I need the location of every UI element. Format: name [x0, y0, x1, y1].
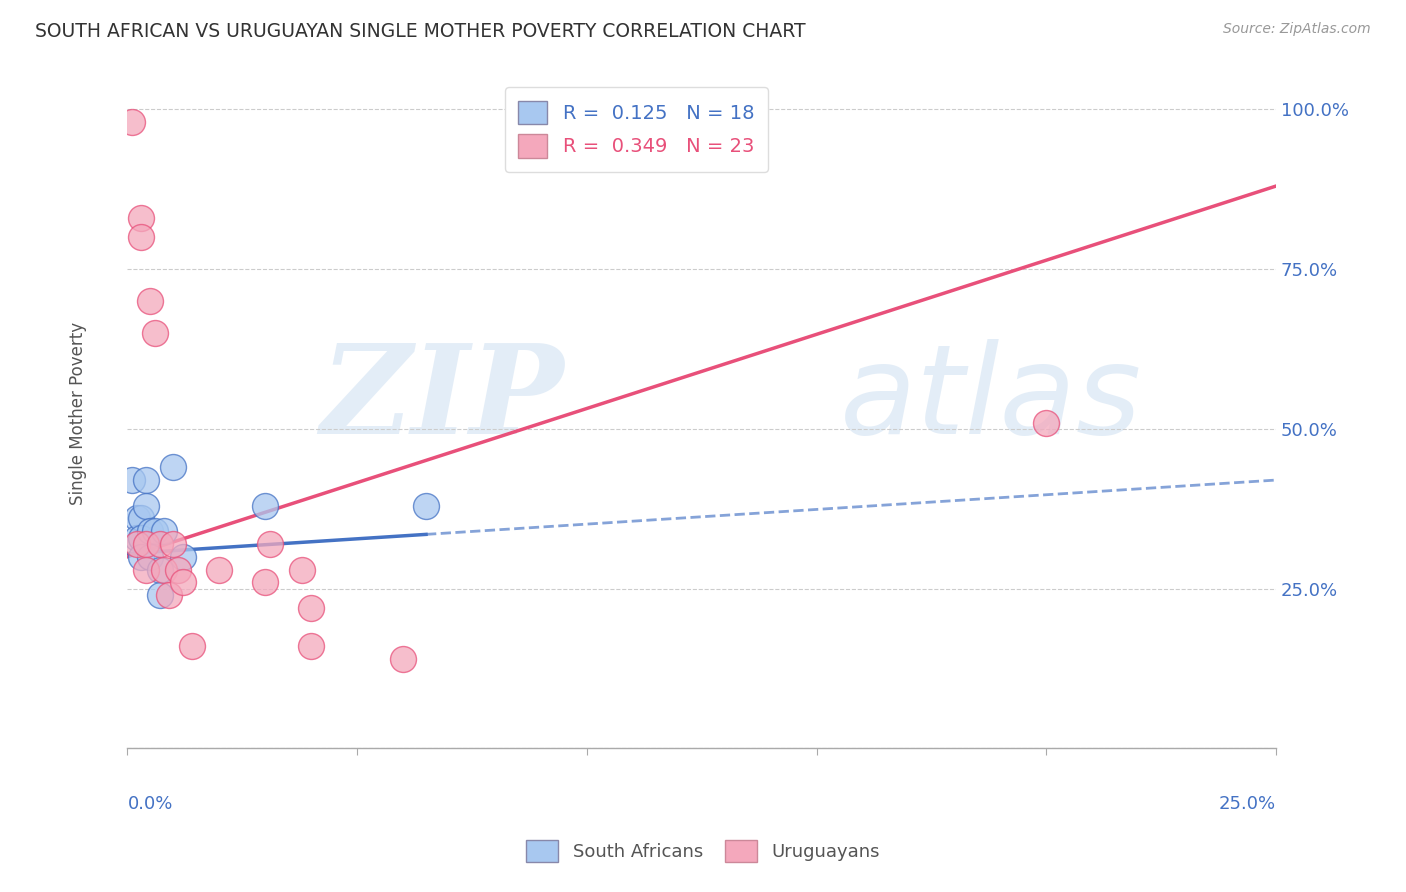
Point [180, 639, 202, 653]
Text: SOUTH AFRICAN VS URUGUAYAN SINGLE MOTHER POVERTY CORRELATION CHART: SOUTH AFRICAN VS URUGUAYAN SINGLE MOTHER… [35, 22, 806, 41]
Point [259, 537, 281, 551]
Point [125, 511, 148, 525]
Point [299, 600, 322, 615]
Point [129, 511, 152, 525]
Point [162, 460, 184, 475]
Point [148, 562, 170, 576]
Point [135, 562, 157, 576]
Text: 0.0%: 0.0% [128, 796, 173, 814]
Point [129, 230, 152, 244]
Point [153, 562, 176, 576]
Legend: R =  0.125   N = 18, R =  0.349   N = 23: R = 0.125 N = 18, R = 0.349 N = 23 [505, 87, 768, 171]
Point [135, 537, 157, 551]
Point [172, 575, 194, 590]
Point [392, 652, 415, 666]
Point [208, 562, 231, 576]
Point [139, 524, 162, 539]
Point [143, 326, 166, 340]
Point [172, 549, 194, 564]
Legend: South Africans, Uruguayans: South Africans, Uruguayans [519, 833, 887, 870]
Point [167, 562, 190, 576]
Point [148, 588, 170, 602]
Point [291, 562, 314, 576]
Text: Source: ZipAtlas.com: Source: ZipAtlas.com [1223, 22, 1371, 37]
Text: ZIP: ZIP [321, 339, 564, 460]
Point [125, 531, 148, 545]
Point [129, 549, 152, 564]
Point [135, 499, 157, 513]
Point [1035, 416, 1057, 430]
Point [135, 473, 157, 487]
Point [254, 575, 277, 590]
Point [162, 537, 184, 551]
Y-axis label: Single Mother Poverty: Single Mother Poverty [69, 321, 87, 505]
Point [299, 639, 322, 653]
Point [139, 294, 162, 309]
Text: atlas: atlas [839, 339, 1142, 460]
Point [415, 499, 437, 513]
Point [254, 499, 277, 513]
Point [143, 524, 166, 539]
Point [148, 537, 170, 551]
Point [157, 588, 180, 602]
Point [129, 531, 152, 545]
Point [125, 537, 148, 551]
Point [129, 211, 152, 225]
Point [139, 549, 162, 564]
Point [121, 115, 143, 129]
Point [121, 473, 143, 487]
Text: 25.0%: 25.0% [1219, 796, 1277, 814]
Point [153, 524, 176, 539]
